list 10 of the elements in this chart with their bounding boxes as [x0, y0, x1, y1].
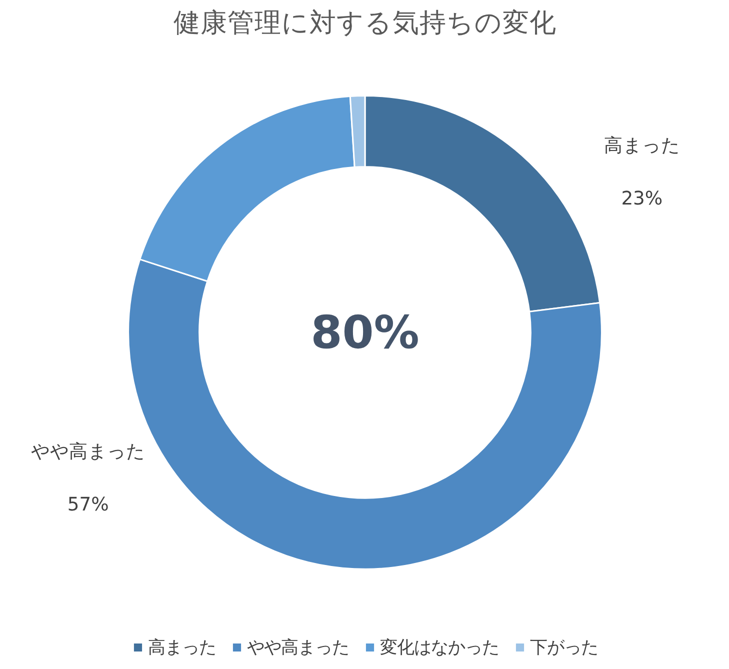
legend-label: やや高まった — [247, 637, 349, 659]
data-label: 57% — [67, 494, 109, 516]
chart-title: 健康管理に対する気持ちの変化 — [174, 8, 556, 38]
slice-label: やや高まった — [31, 440, 146, 463]
slice-label: 高まった — [604, 134, 680, 156]
legend-label: 下がった — [530, 637, 598, 659]
legend-label: 変化はなかった — [380, 637, 499, 659]
text: 80% — [310, 306, 420, 359]
data-label: 23% — [621, 188, 663, 210]
legend-label: 高まった — [148, 637, 216, 659]
